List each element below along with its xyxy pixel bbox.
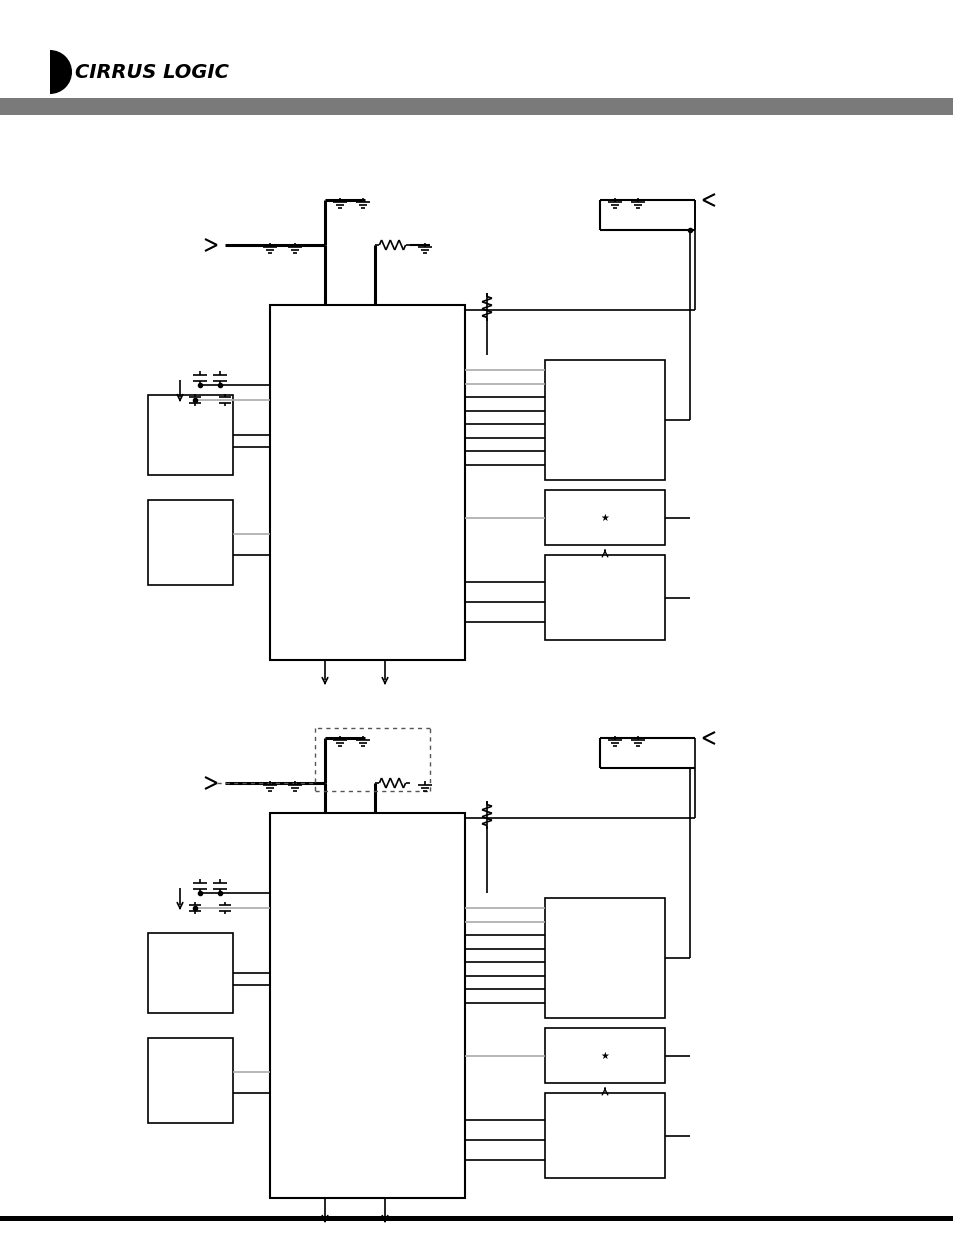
- Bar: [148, 1037, 233, 1123]
- Bar: [270, 305, 464, 659]
- Bar: [270, 813, 464, 1198]
- Bar: [544, 898, 664, 1018]
- Bar: [0, 98, 953, 115]
- Text: ★: ★: [600, 513, 609, 522]
- Bar: [148, 500, 233, 585]
- Bar: [544, 1028, 664, 1083]
- Bar: [148, 395, 233, 475]
- Text: ★: ★: [600, 1051, 609, 1061]
- Text: CIRRUS LOGIC: CIRRUS LOGIC: [75, 63, 229, 82]
- Bar: [0, 1216, 953, 1221]
- Bar: [544, 1093, 664, 1178]
- Wedge shape: [50, 49, 71, 94]
- Bar: [544, 359, 664, 480]
- Bar: [544, 555, 664, 640]
- Bar: [544, 490, 664, 545]
- Bar: [148, 932, 233, 1013]
